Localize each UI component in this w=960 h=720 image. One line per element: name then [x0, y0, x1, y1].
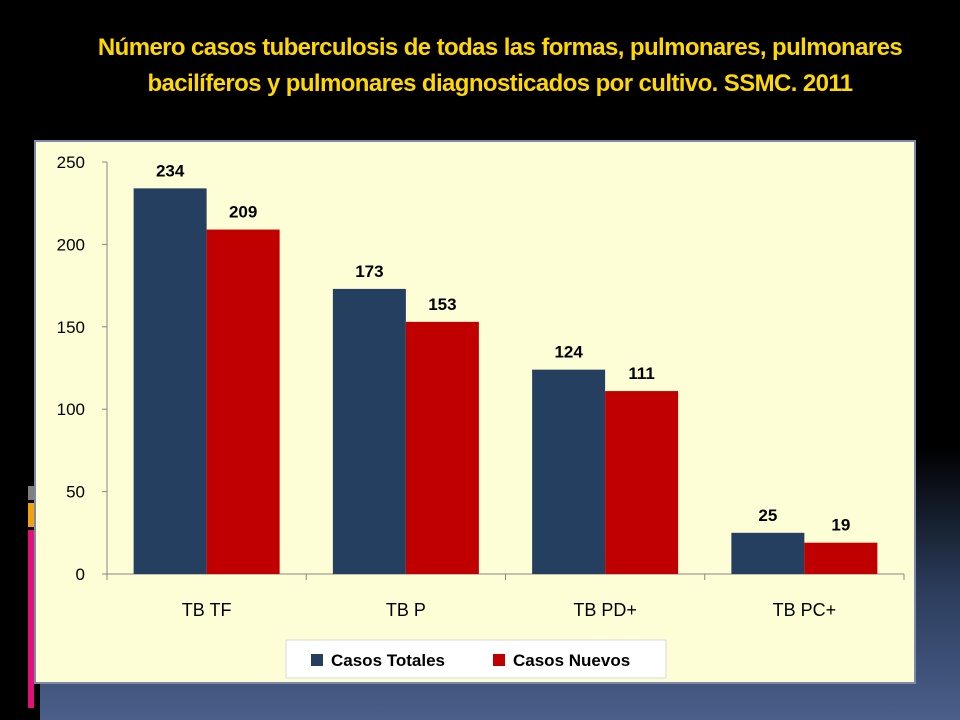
decor-bar-gray — [28, 486, 34, 500]
bar — [332, 288, 406, 574]
bar — [804, 542, 878, 574]
chart-frame: 0 50 100 150 200 250 234 209 TB TF 173 153 TB P 124 1… — [34, 140, 916, 684]
y-tick-label: 250 — [57, 153, 85, 172]
bar — [206, 229, 280, 574]
y-tick-label: 200 — [57, 235, 85, 254]
data-label: 153 — [428, 295, 456, 314]
bar — [405, 321, 479, 574]
slide-title-line-2: bacilíferos y pulmonares diagnosticados … — [147, 70, 853, 97]
legend-label: Casos Nuevos — [513, 651, 630, 670]
bar — [133, 188, 207, 575]
data-label: 124 — [554, 343, 583, 362]
bar-chart: 0 50 100 150 200 250 234 209 TB TF 173 153 TB P 124 1… — [57, 153, 905, 679]
x-tick-label: TB PC+ — [773, 600, 837, 620]
x-tick-label: TB TF — [182, 600, 232, 620]
data-label: 209 — [229, 203, 257, 222]
data-label: 19 — [831, 516, 850, 535]
y-tick-label: 0 — [76, 565, 85, 584]
legend-label: Casos Totales — [331, 651, 445, 670]
y-tick-label: 100 — [57, 400, 85, 419]
bar — [532, 369, 606, 574]
y-tick-label: 50 — [66, 483, 85, 502]
x-tick-label: TB P — [386, 600, 426, 620]
legend-swatch — [493, 654, 505, 666]
data-label: 25 — [758, 506, 777, 525]
data-label: 173 — [355, 262, 383, 281]
bar — [731, 532, 805, 574]
legend-box — [285, 639, 667, 679]
decor-bar-pink — [28, 530, 34, 708]
data-label: 111 — [628, 364, 655, 383]
slide-title: Número casos tuberculosis de todas las f… — [40, 30, 960, 102]
slide-title-line-1: Número casos tuberculosis de todas las f… — [97, 34, 903, 61]
x-tick-label: TB PD+ — [573, 600, 637, 620]
bar — [605, 391, 679, 574]
legend-swatch — [311, 654, 323, 666]
y-tick-label: 150 — [57, 318, 85, 337]
decor-bar-orange — [28, 503, 34, 527]
data-label: 234 — [156, 161, 185, 180]
